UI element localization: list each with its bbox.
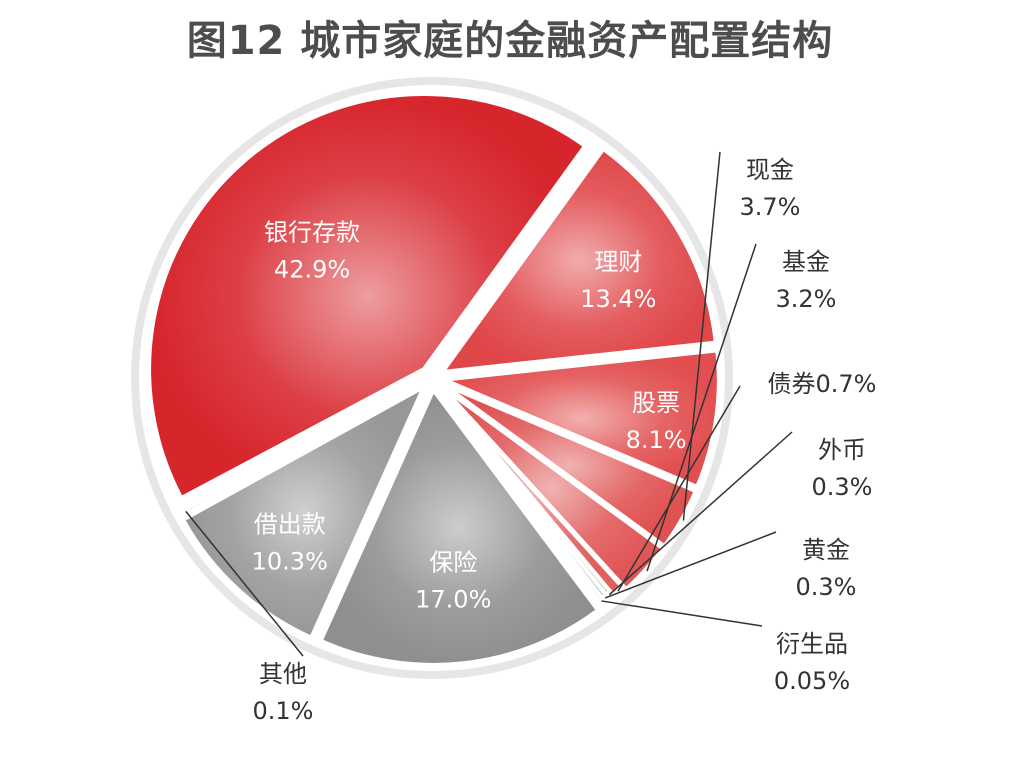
label-funds-name: 基金	[782, 248, 830, 276]
label-gold-name: 黄金	[802, 536, 850, 564]
slice-other	[183, 377, 431, 516]
slice-stocks-highlight	[443, 350, 719, 487]
label-other-leader	[185, 510, 304, 657]
label-bank-deposit-value: 42.9%	[274, 255, 350, 283]
label-derivatives-leader	[601, 600, 763, 627]
label-derivatives-name: 衍生品	[776, 630, 848, 658]
slice-derivatives	[432, 379, 605, 604]
slice-insurance	[318, 386, 601, 667]
label-bonds-name: 债券0.7%	[768, 370, 877, 398]
label-foreign-currency-value: 0.3%	[812, 473, 873, 501]
label-gold-value: 0.3%	[796, 573, 857, 601]
label-wealth-management-name: 理财	[594, 248, 642, 276]
label-insurance-value: 17.0%	[415, 585, 491, 613]
label-derivatives-value: 0.05%	[774, 667, 850, 695]
label-cash-leader	[682, 151, 721, 521]
label-stocks-name: 股票	[632, 389, 680, 417]
slice-stocks	[435, 348, 721, 490]
slice-funds-highlight	[440, 386, 663, 590]
slice-bank-deposit-highlight	[149, 93, 586, 499]
label-insurance-name: 保险	[429, 548, 477, 576]
slice-other-highlight	[186, 379, 430, 513]
label-wealth-management-value: 13.4%	[580, 285, 656, 313]
chart-title: 图12 城市家庭的金融资产配置结构	[186, 18, 834, 64]
label-bank-deposit-name: 银行存款	[264, 218, 360, 246]
slice-loans-out-highlight	[183, 386, 424, 638]
label-funds-leader	[646, 243, 757, 572]
label-gold-leader	[604, 531, 777, 599]
label-loans-out-value: 10.3%	[252, 547, 328, 575]
label-loans-out-name: 借出款	[254, 510, 326, 538]
slice-cash-highlight	[442, 383, 696, 547]
label-cash-name: 现金	[746, 156, 794, 184]
label-cash-value: 3.7%	[740, 193, 801, 221]
label-stocks-value: 8.1%	[626, 426, 687, 454]
outer-ring	[131, 77, 733, 679]
label-other-name: 其他	[259, 660, 307, 688]
label-bonds-leader	[617, 385, 741, 592]
slice-wealth-management	[438, 146, 719, 375]
slice-loans-out	[180, 382, 429, 641]
slice-insurance-highlight	[320, 389, 598, 665]
label-funds-value: 3.2%	[776, 285, 837, 313]
slice-wealth-management-highlight	[442, 148, 716, 372]
slice-bank-deposit	[147, 92, 588, 501]
label-other-value: 0.1%	[253, 697, 314, 725]
slice-derivatives-highlight	[433, 380, 602, 601]
label-foreign-currency-leader	[608, 431, 793, 596]
label-foreign-currency-name: 外币	[818, 436, 866, 464]
